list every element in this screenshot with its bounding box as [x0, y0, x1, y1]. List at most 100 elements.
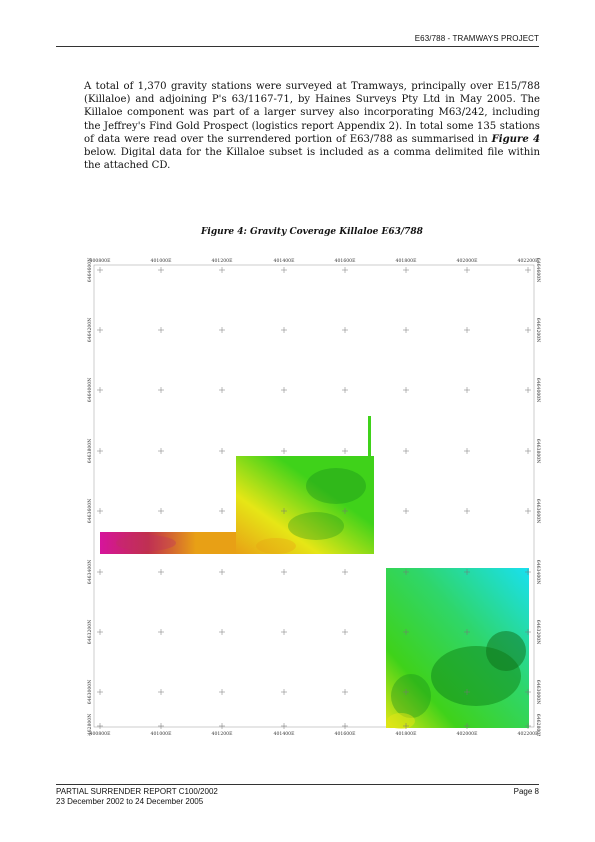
paragraph-tail: below. Digital data for the Killaloe sub…: [84, 147, 540, 172]
grid-cross-icon: [464, 508, 470, 514]
easting-tick-label: 401000E: [151, 258, 172, 264]
grid-cross-icon: [403, 327, 409, 333]
easting-tick-label: 400800E: [90, 258, 111, 264]
grid-cross-icon: [464, 689, 470, 695]
grid-cross-icon: [281, 327, 287, 333]
northing-labels-left: 6464600N 6464200N 6464000N 6463800N 6463600N…: [87, 258, 93, 736]
grid-cross-icon: [281, 267, 287, 273]
grid-cross-icon: [403, 508, 409, 514]
easting-tick-label: 401800E: [396, 258, 417, 264]
grid-cross-icon: [525, 569, 531, 575]
grid-cross-icon: [342, 689, 348, 695]
grid-cross-icon: [464, 267, 470, 273]
grid-cross-icon: [219, 569, 225, 575]
grid-cross-icon: [97, 689, 103, 695]
northing-tick-label: 6464000N: [87, 378, 93, 402]
grid-cross-icon: [219, 448, 225, 454]
grid-cross-icon: [219, 327, 225, 333]
grid-cross-icon: [403, 387, 409, 393]
grid-cross-icon: [464, 448, 470, 454]
gravity-texture: [116, 468, 526, 729]
grid-cross-icon: [342, 267, 348, 273]
northing-tick-label: 6463800N: [87, 439, 93, 463]
easting-tick-label: 400800E: [90, 731, 111, 736]
grid-cross-icon: [281, 569, 287, 575]
grid-cross-icon: [97, 569, 103, 575]
figure-reference: Figure 4: [491, 133, 540, 145]
grid-cross-icon: [525, 629, 531, 635]
grid-cross-icon: [525, 387, 531, 393]
grid-cross-icon: [158, 327, 164, 333]
grid-cross-icon: [281, 629, 287, 635]
grid-cross-icon: [97, 387, 103, 393]
northing-tick-label: 6464600N: [87, 258, 93, 282]
grid-cross-icon: [525, 508, 531, 514]
grid-cross-icon: [403, 267, 409, 273]
grid-cross-icon: [403, 569, 409, 575]
easting-tick-label: 402200E: [518, 258, 539, 264]
page-number: Page 8: [513, 787, 539, 796]
northing-tick-label: 6463600N: [535, 499, 541, 523]
grid-cross-icon: [342, 327, 348, 333]
grid-cross-icon: [403, 689, 409, 695]
gravity-coverage-west: [100, 532, 237, 554]
grid-crosses: [97, 267, 531, 729]
grid-cross-icon: [97, 267, 103, 273]
grid-cross-icon: [464, 629, 470, 635]
map-frame: [93, 264, 535, 728]
easting-labels-top: 400800E 401000E 401200E 401400E 401600E 40180…: [90, 258, 539, 264]
grid-cross-icon: [342, 387, 348, 393]
northing-tick-label: 6463400N: [535, 560, 541, 584]
easting-tick-label: 401200E: [212, 731, 233, 736]
grid-cross-icon: [219, 689, 225, 695]
grid-cross-icon: [403, 448, 409, 454]
northing-tick-label: 6462800N: [87, 714, 93, 736]
grid-cross-icon: [97, 508, 103, 514]
gravity-coverage-map: 400800E 401000E 401200E 401400E 401600E 40180…: [86, 256, 542, 736]
grid-cross-icon: [342, 508, 348, 514]
grid-cross-icon: [97, 723, 103, 729]
grid-cross-icon: [464, 387, 470, 393]
grid-cross-icon: [342, 723, 348, 729]
grid-cross-icon: [219, 387, 225, 393]
grid-cross-icon: [97, 327, 103, 333]
grid-cross-icon: [158, 448, 164, 454]
northing-tick-label: 6463600N: [87, 499, 93, 523]
northing-tick-label: 6463000N: [535, 680, 541, 704]
grid-cross-icon: [464, 569, 470, 575]
northing-tick-label: 6463200N: [535, 620, 541, 644]
easting-tick-label: 401600E: [335, 731, 356, 736]
grid-cross-icon: [158, 723, 164, 729]
grid-cross-icon: [525, 723, 531, 729]
grid-cross-icon: [281, 387, 287, 393]
easting-tick-label: 401800E: [396, 731, 417, 736]
gravity-coverage-strip: [368, 416, 371, 458]
grid-cross-icon: [281, 448, 287, 454]
grid-cross-icon: [403, 629, 409, 635]
northing-tick-label: 6464200N: [87, 318, 93, 342]
footer-report: PARTIAL SURRENDER REPORT C100/2002: [56, 787, 218, 796]
easting-tick-label: 401400E: [274, 258, 295, 264]
grid-cross-icon: [281, 723, 287, 729]
easting-labels-bottom: 400800E 401000E 401200E 401400E 401600E 40180…: [90, 731, 539, 736]
easting-tick-label: 402000E: [457, 258, 478, 264]
grid-cross-icon: [464, 327, 470, 333]
grid-cross-icon: [158, 689, 164, 695]
grid-cross-icon: [158, 629, 164, 635]
grid-cross-icon: [342, 448, 348, 454]
gravity-coverage-central: [236, 456, 374, 554]
easting-tick-label: 402000E: [457, 731, 478, 736]
grid-cross-icon: [158, 508, 164, 514]
grid-cross-icon: [158, 267, 164, 273]
grid-cross-icon: [219, 629, 225, 635]
northing-tick-label: 6464200N: [535, 318, 541, 342]
grid-cross-icon: [97, 448, 103, 454]
grid-cross-icon: [525, 327, 531, 333]
grid-cross-icon: [525, 689, 531, 695]
grid-cross-icon: [158, 569, 164, 575]
northing-labels-right: 6464600N 6464200N 6464000N 6463800N 6463600N…: [535, 258, 541, 736]
body-paragraph: A total of 1,370 gravity stations were s…: [84, 80, 540, 172]
grid-cross-icon: [464, 723, 470, 729]
easting-tick-label: 401600E: [335, 258, 356, 264]
